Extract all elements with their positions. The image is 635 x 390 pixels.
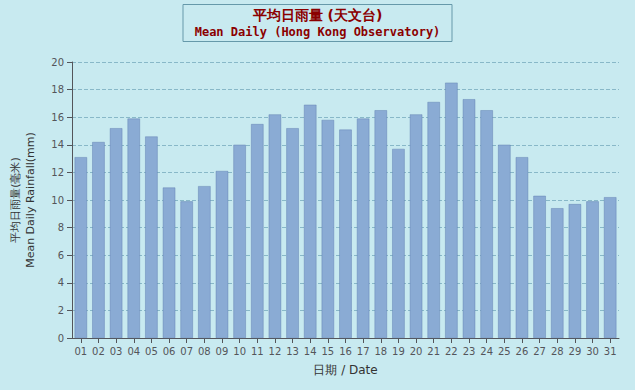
svg-text:24: 24 xyxy=(480,346,493,357)
svg-text:29: 29 xyxy=(569,346,582,357)
svg-text:8: 8 xyxy=(58,222,64,233)
svg-text:06: 06 xyxy=(163,346,176,357)
svg-text:23: 23 xyxy=(463,346,476,357)
svg-text:18: 18 xyxy=(51,84,64,95)
svg-text:31: 31 xyxy=(604,346,617,357)
svg-text:0: 0 xyxy=(58,333,64,344)
svg-text:21: 21 xyxy=(427,346,440,357)
svg-text:17: 17 xyxy=(357,346,370,357)
svg-text:01: 01 xyxy=(74,346,87,357)
svg-text:28: 28 xyxy=(551,346,564,357)
svg-text:平均日雨量 (天文台): 平均日雨量 (天文台) xyxy=(252,7,383,23)
svg-text:日期 / Date: 日期 / Date xyxy=(313,363,377,377)
svg-text:16: 16 xyxy=(339,346,352,357)
svg-text:Mean Daily (Hong Kong Observat: Mean Daily (Hong Kong Observatory) xyxy=(195,25,441,39)
svg-text:03: 03 xyxy=(110,346,123,357)
svg-text:11: 11 xyxy=(251,346,264,357)
svg-text:4: 4 xyxy=(58,277,64,288)
svg-text:30: 30 xyxy=(586,346,599,357)
svg-text:10: 10 xyxy=(233,346,246,357)
svg-text:13: 13 xyxy=(286,346,299,357)
svg-text:14: 14 xyxy=(51,139,64,150)
svg-text:19: 19 xyxy=(392,346,405,357)
svg-text:08: 08 xyxy=(198,346,211,357)
svg-text:09: 09 xyxy=(216,346,229,357)
svg-text:20: 20 xyxy=(410,346,423,357)
svg-text:26: 26 xyxy=(516,346,529,357)
svg-text:12: 12 xyxy=(269,346,282,357)
svg-text:2: 2 xyxy=(58,305,64,316)
svg-text:12: 12 xyxy=(51,167,64,178)
svg-text:10: 10 xyxy=(51,195,64,206)
svg-text:15: 15 xyxy=(321,346,334,357)
svg-text:20: 20 xyxy=(51,57,64,68)
svg-text:14: 14 xyxy=(304,346,317,357)
svg-text:27: 27 xyxy=(533,346,546,357)
svg-text:25: 25 xyxy=(498,346,511,357)
svg-text:04: 04 xyxy=(127,346,140,357)
svg-text:平均日雨量(毫米): 平均日雨量(毫米) xyxy=(9,157,22,243)
svg-text:6: 6 xyxy=(58,250,64,261)
svg-text:05: 05 xyxy=(145,346,158,357)
svg-text:Mean Daily Rainfall(mm): Mean Daily Rainfall(mm) xyxy=(24,132,37,268)
svg-text:18: 18 xyxy=(374,346,387,357)
svg-text:16: 16 xyxy=(51,112,64,123)
svg-text:02: 02 xyxy=(92,346,105,357)
svg-text:22: 22 xyxy=(445,346,458,357)
svg-text:07: 07 xyxy=(180,346,193,357)
